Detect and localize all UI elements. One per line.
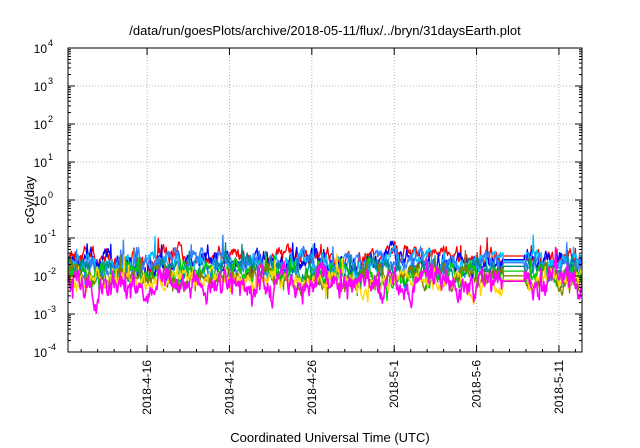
y-tick-exponent: -1 (48, 228, 56, 238)
grid-lines (68, 47, 582, 353)
y-tick-exponent: 4 (48, 38, 53, 48)
x-tick-label: 2018-5-1 (387, 360, 401, 408)
x-ticks: 2018-4-16 2018-4-21 2018-4-26 2018-5-1 2018-… (80, 48, 576, 415)
y-tick-exponent: 0 (48, 190, 53, 200)
x-tick-label: 2018-4-16 (140, 360, 154, 415)
series-line (67, 249, 583, 300)
y-tick-exponent: -3 (48, 304, 56, 314)
x-tick-label: 2018-4-21 (222, 360, 236, 415)
y-tick-exponent: 2 (48, 114, 53, 124)
y-tick-base: 10 (34, 346, 48, 360)
x-axis-label: Coordinated Universal Time (UTC) (230, 430, 429, 445)
series-line (67, 253, 583, 305)
plot-frame (67, 47, 583, 353)
x-tick-label: 2018-5-6 (470, 360, 484, 408)
y-tick-exponent: 1 (48, 152, 53, 162)
y-tick-base: 10 (34, 42, 48, 56)
y-tick-exponent: -4 (48, 342, 56, 352)
y-tick-exponent: -2 (48, 266, 56, 276)
chart-title: /data/run/goesPlots/archive/2018-05-11/f… (129, 23, 521, 38)
series-line (67, 246, 583, 314)
y-tick-base: 10 (34, 118, 48, 132)
y-tick-base: 10 (34, 156, 48, 170)
x-tick-label: 2018-4-26 (305, 360, 319, 415)
x-tick-label: 2018-5-11 (552, 360, 566, 414)
series-lines (67, 234, 583, 314)
y-tick-base: 10 (34, 80, 48, 94)
y-axis-label: cGy/day (22, 176, 37, 224)
y-tick-base: 10 (34, 194, 48, 208)
y-tick-base: 10 (34, 270, 48, 284)
y-tick-base: 10 (34, 308, 48, 322)
y-tick-base: 10 (34, 232, 48, 246)
y-tick-exponent: 3 (48, 76, 53, 86)
